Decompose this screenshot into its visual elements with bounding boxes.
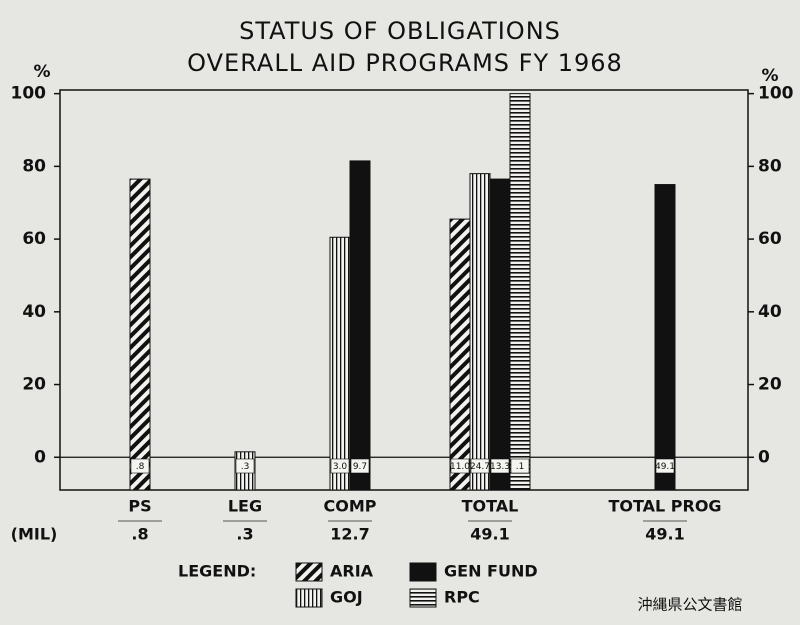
legend-label: GEN FUND [444,562,538,581]
x-tick-label: PS [128,497,151,516]
chart-title: STATUS OF OBLIGATIONS [239,17,561,45]
legend-label: GOJ [330,588,363,607]
x-tick-label: COMP [324,497,377,516]
y-tick-label: 80 [22,156,46,176]
amount-label: 13.3 [490,462,510,472]
bar [329,236,351,491]
y2-tick-label: 60 [758,229,782,249]
bar [349,160,371,491]
mil-label: (MIL) [11,525,58,544]
chart-subtitle: OVERALL AID PROGRAMS FY 1968 [187,49,623,77]
legend-label: ARIA [330,562,374,581]
amount-label: 3.0 [333,462,348,472]
y2-tick-label: 100 [758,84,794,104]
legend-swatch [295,562,323,582]
y2-tick-label: 40 [758,302,782,322]
amount-box [450,458,470,474]
amount-label: 24.7 [470,462,490,472]
y2-tick-label: 0 [758,447,770,467]
y2-tick-label: 80 [758,156,782,176]
amount-box [490,458,510,474]
watermark: 沖縄県公文書館 [637,596,742,614]
legend-swatch [295,588,323,608]
bar [129,178,151,491]
y-tick-label: 0 [34,447,46,467]
x-tick-label: LEG [228,497,262,516]
mil-total: 49.1 [470,525,509,544]
bar [509,93,531,491]
plot-frame [59,89,749,491]
bar [489,178,511,491]
amount-label: .1 [516,462,525,472]
amount-label: .8 [136,462,145,472]
mil-total: .3 [236,525,253,544]
amount-label: 11.0 [450,462,470,472]
mil-total: .8 [131,525,148,544]
amount-box [235,458,255,474]
x-tick-label: TOTAL PROG [608,497,721,516]
y-tick-label: 40 [22,302,46,322]
amount-box [330,458,350,474]
y-tick-label: 100 [11,84,47,104]
legend-label: RPC [444,588,480,607]
amount-box [510,458,530,474]
y2-axis-label: % [761,66,778,86]
mil-total: 49.1 [645,525,684,544]
y-tick-label: 20 [22,375,46,395]
y2-tick-label: 20 [758,375,782,395]
x-tick-label: TOTAL [462,497,519,516]
legend-swatch [409,588,437,608]
bar [654,184,676,491]
bar [469,173,491,491]
amount-box [470,458,490,474]
mil-total: 12.7 [330,525,369,544]
amount-label: 49.1 [655,462,675,472]
amount-box [350,458,370,474]
amount-box [130,458,150,474]
amount-label: .3 [241,462,250,472]
amount-box [655,458,675,474]
amount-label: 9.7 [353,462,367,472]
legend-swatch [409,562,437,582]
y-axis-label: % [33,62,50,82]
y-tick-label: 60 [22,229,46,249]
bar [449,218,471,491]
legend-title: LEGEND: [178,562,256,581]
